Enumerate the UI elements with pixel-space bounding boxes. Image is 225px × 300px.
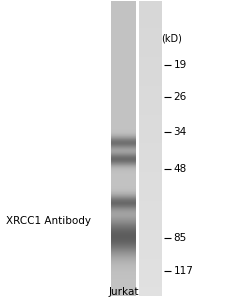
Text: Jurkat: Jurkat (108, 287, 139, 297)
Text: 117: 117 (174, 266, 194, 275)
Text: 48: 48 (174, 164, 187, 174)
Text: 34: 34 (174, 127, 187, 137)
Text: 19: 19 (174, 60, 187, 70)
Text: 26: 26 (174, 92, 187, 102)
Text: (kD): (kD) (161, 33, 182, 43)
Text: 85: 85 (174, 233, 187, 243)
Text: XRCC1 Antibody: XRCC1 Antibody (6, 215, 91, 226)
